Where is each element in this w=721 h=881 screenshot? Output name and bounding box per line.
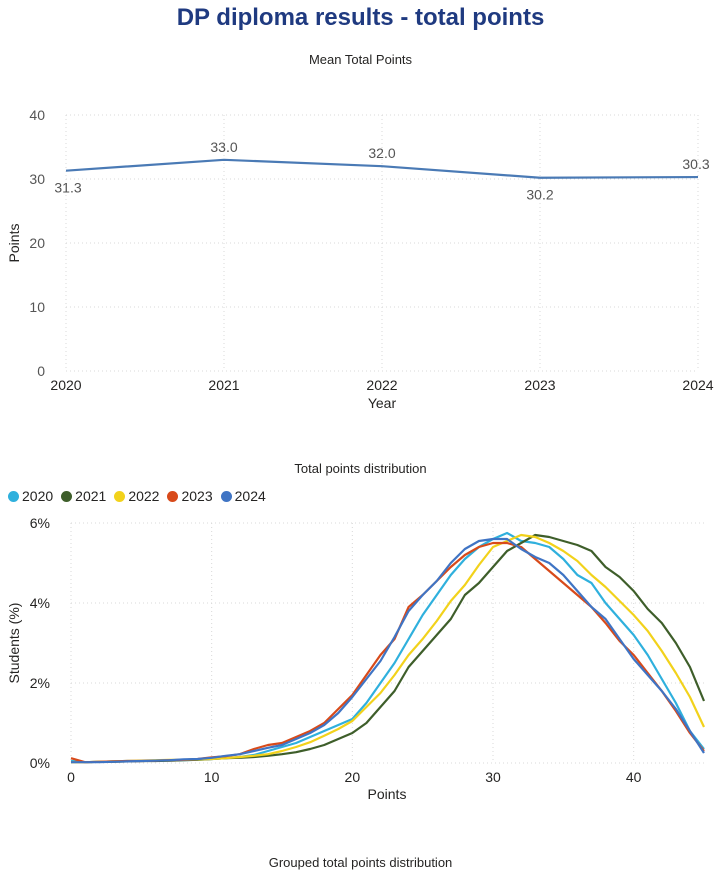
data-label: 33.0 (210, 139, 237, 155)
total-points-distribution-chart: 0% 2% 4% 6% 0 10 20 30 40 Points Students (%) (6, 515, 706, 802)
y-tick-label: 0% (30, 755, 50, 771)
data-label: 30.3 (682, 156, 709, 172)
legend-dot-icon (61, 490, 73, 502)
legend-item-2023[interactable]: 2023 (167, 488, 213, 504)
x-tick-label: 2020 (50, 377, 81, 393)
mean-chart-title: Mean Total Points (308, 52, 413, 67)
mean-total-points-chart: 0 10 20 30 40 2020 2021 2022 2023 2024 Year Points 3… (6, 107, 714, 411)
legend-item-2024[interactable]: 2024 (220, 488, 266, 504)
page-title: DP diploma results - total points (176, 4, 545, 31)
y-tick-label: 2% (30, 675, 50, 691)
x-tick-label: 20 (345, 769, 361, 785)
x-tick-label: 10 (204, 769, 220, 785)
x-tick-label: 0 (67, 769, 75, 785)
y-tick-label: 4% (30, 595, 50, 611)
x-tick-label: 2021 (208, 377, 239, 393)
legend-item-2021[interactable]: 2021 (61, 488, 106, 504)
x-tick-label: 30 (485, 769, 501, 785)
legend-item-2020[interactable]: 2020 (8, 488, 53, 504)
x-tick-label: 2022 (366, 377, 397, 393)
y-tick-label: 0 (37, 363, 45, 379)
data-label: 30.2 (526, 187, 553, 203)
legend-label: 2020 (22, 488, 54, 504)
data-label: 31.3 (54, 180, 81, 196)
series-line-2024 (71, 537, 705, 764)
legend-dot-icon (8, 490, 19, 502)
data-label: 32.0 (368, 145, 395, 161)
y-tick-label: 40 (29, 107, 45, 123)
grouped-chart-title: Grouped total points distribution (268, 855, 453, 870)
legend-dot-icon (114, 490, 126, 502)
legend-label: 2022 (128, 488, 160, 504)
distribution-legend: 2020 2021 2022 2023 2024 (8, 488, 266, 504)
y-axis-label: Points (6, 224, 22, 263)
legend-dot-icon (167, 490, 179, 502)
y-tick-label: 30 (29, 171, 45, 187)
y-tick-label: 6% (30, 515, 50, 531)
x-axis-label: Year (368, 395, 397, 411)
x-tick-label: 2023 (524, 377, 555, 393)
distribution-chart-title: Total points distribution (294, 461, 427, 476)
legend-label: 2024 (234, 488, 266, 504)
mean-points-line (65, 158, 699, 179)
x-tick-label: 2024 (682, 377, 713, 393)
x-tick-label: 40 (626, 769, 642, 785)
legend-label: 2021 (75, 488, 107, 504)
y-tick-label: 10 (29, 299, 45, 315)
legend-label: 2023 (181, 488, 213, 504)
series-line-2023 (70, 541, 705, 764)
y-axis-label: Students (%) (6, 603, 22, 684)
y-tick-label: 20 (29, 235, 45, 251)
x-axis-label: Points (368, 786, 407, 802)
legend-item-2022[interactable]: 2022 (114, 488, 159, 504)
legend-dot-icon (220, 490, 232, 502)
